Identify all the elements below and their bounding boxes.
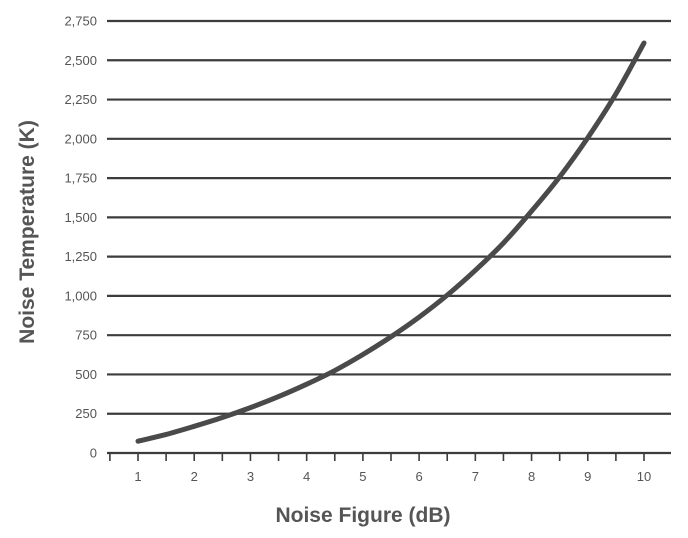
x-axis-tick-labels: 1 2 3 4 5 6 7 8 9 10: [134, 469, 651, 484]
y-tick-label: 750: [75, 328, 97, 343]
x-tick-label: 5: [359, 469, 366, 484]
x-tick-label: 3: [247, 469, 254, 484]
y-axis-tick-labels: 0 250 500 750 1,000 1,250 1,500 1,750 2,000 2,250…: [64, 14, 97, 461]
y-tick-label: 1,000: [64, 288, 97, 303]
y-tick-label: 2,750: [64, 14, 97, 29]
y-tick-label: 1,750: [64, 171, 97, 186]
x-tick-label: 1: [134, 469, 141, 484]
x-axis-title: Noise Figure (dB): [275, 504, 450, 527]
x-tick-label: 7: [472, 469, 479, 484]
y-tick-label: 0: [90, 446, 97, 461]
x-axis: [107, 451, 671, 461]
x-tick-label: 10: [637, 469, 651, 484]
series-line: [135, 40, 647, 444]
x-tick-label: 9: [584, 469, 591, 484]
x-tick-label: 6: [415, 469, 422, 484]
y-tick-label: 500: [75, 367, 97, 382]
x-tick-label: 4: [303, 469, 310, 484]
y-tick-label: 2,500: [64, 53, 97, 68]
grid-lines: [107, 19, 671, 415]
y-tick-label: 1,250: [64, 249, 97, 264]
y-tick-label: 1,500: [64, 210, 97, 225]
x-tick-label: 8: [528, 469, 535, 484]
y-tick-label: 2,250: [64, 92, 97, 107]
y-tick-label: 2,000: [64, 131, 97, 146]
y-axis-title: Noise Temperature (K): [16, 120, 39, 344]
y-tick-label: 250: [75, 406, 97, 421]
x-tick-label: 2: [191, 469, 198, 484]
